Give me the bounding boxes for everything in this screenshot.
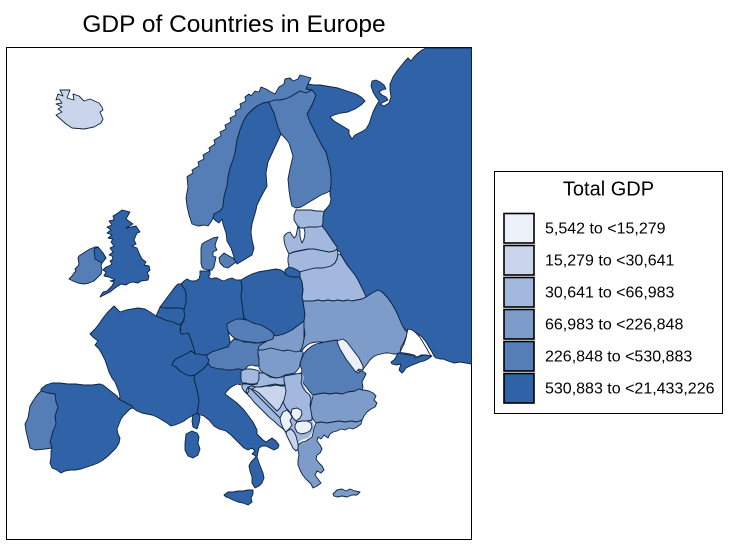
svg-text:30,641 to <66,983: 30,641 to <66,983: [545, 285, 675, 302]
svg-text:5,542 to <15,279: 5,542 to <15,279: [545, 221, 666, 238]
svg-text:Total GDP: Total GDP: [563, 179, 654, 201]
svg-text:66,983 to <226,848: 66,983 to <226,848: [545, 317, 683, 334]
svg-text:530,883 to <21,433,226: 530,883 to <21,433,226: [545, 381, 715, 398]
svg-text:15,279 to <30,641: 15,279 to <30,641: [545, 253, 675, 270]
svg-text:226,848 to <530,883: 226,848 to <530,883: [545, 349, 692, 366]
